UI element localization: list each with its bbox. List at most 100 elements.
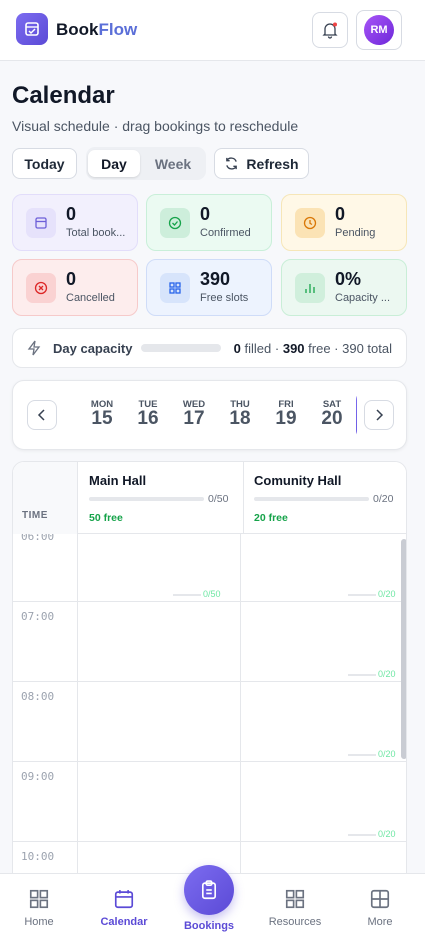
nav-label[interactable]: Resources [268,916,322,928]
today-button[interactable]: Today [12,148,77,179]
slot-bar [348,674,376,676]
refresh-icon [226,157,238,170]
capacity-text: 0 filled · 390 free · 390 total [234,341,392,356]
nav-icon [114,890,134,909]
nav-label[interactable]: Home [24,916,54,928]
view-week[interactable]: Week [154,155,192,172]
nav-icon-wrap[interactable] [369,888,391,910]
day-of-week[interactable]: WED [182,399,206,410]
stat-label: Total book... [66,227,126,239]
icon [303,216,317,230]
slot-bar [348,754,376,756]
time-label: 09:00 [21,770,55,783]
slot-usage: 0/20 [378,749,396,759]
nav-label[interactable]: More [367,916,393,928]
prev-button[interactable] [27,400,57,430]
slot-bar [173,594,201,596]
body-divider [240,534,241,890]
next-button[interactable] [364,400,394,430]
refresh-label: Refresh [246,155,299,172]
stat-card: 390 Free slots [146,259,272,316]
bolt-icon [27,340,41,356]
stat-card: 0 Pending [281,194,407,251]
nav-label[interactable]: Bookings [183,920,235,932]
prev-icon [37,409,45,421]
stat-value: 0 [66,204,77,224]
stat-value: 0 [335,204,346,224]
nav-icon [370,889,390,909]
resource-free: 20 free [254,512,288,524]
bottom-nav: Home Calendar Bookings Resources More [0,865,425,940]
stat-value: 0% [335,269,362,289]
stat-icon [160,208,190,238]
brand-b: Flow [98,20,138,39]
stat-card: 0 Confirmed [146,194,272,251]
logo[interactable] [16,13,48,45]
day-number[interactable]: 19 [275,408,297,429]
resource-usage: 0/20 [373,493,394,505]
time-label: 07:00 [21,610,55,623]
bell-icon [322,22,338,39]
resource-track [89,497,204,501]
icon [35,217,47,229]
nav-label[interactable]: Calendar [100,916,148,928]
time-header [13,462,78,534]
stat-icon [295,208,325,238]
day-number[interactable]: 18 [229,408,251,429]
stat-value: 390 [200,269,231,289]
capacity-filled-text: filled · [244,341,280,356]
day-of-week[interactable]: THU [230,399,250,410]
page-title: Calendar [12,82,115,109]
slot-bar [348,594,376,596]
brand-a: Book [56,20,99,39]
avatar: RM [364,15,394,45]
slot-usage: 0/20 [378,589,396,599]
stat-label: Free slots [200,292,249,304]
capacity-filled: 0 [233,341,241,356]
icon [168,216,182,230]
stat-label: Capacity ... [335,292,391,304]
day-of-week[interactable]: MON [90,399,114,410]
col-divider [243,462,244,534]
day-of-week[interactable]: TUE [138,399,158,410]
day-of-week[interactable]: FRI [278,399,294,410]
nav-icon-wrap[interactable] [284,888,306,910]
view-toggle: Day Week [86,147,206,180]
capacity-label: Day capacity [53,341,133,356]
stat-label: Cancelled [66,292,115,304]
resource-free: 50 free [89,512,123,524]
day-number[interactable]: 15 [91,408,113,429]
day-number[interactable]: 17 [183,408,205,429]
stat-value: 0 [200,204,211,224]
row-line [13,601,406,602]
stat-card: 0% Capacity ... [281,259,407,316]
scrollbar [401,539,406,759]
time-label: 08:00 [21,690,55,703]
day-number[interactable]: 20 [321,408,343,429]
fab[interactable] [184,865,234,915]
nav-icon-wrap[interactable] [28,888,50,910]
avatar-button[interactable]: RM [356,10,402,50]
slot-usage: 0/20 [378,829,396,839]
slot-usage: 0/50 [203,589,221,599]
time-column [13,534,78,890]
stat-icon [160,273,190,303]
next-icon [376,409,384,421]
view-day[interactable]: Day [88,150,140,177]
notifications[interactable] [312,12,348,48]
stat-label: Confirmed [200,227,251,239]
nav-icon [29,889,49,909]
slot-usage: 0/20 [378,669,396,679]
days: MON15TUE16WED17THU18FRI19SAT20SUN21 [63,381,357,449]
resource-name: Main Hall [89,473,147,488]
day-of-week[interactable]: SAT [322,399,342,410]
stat-label: Pending [335,227,376,239]
day-selected-bg[interactable] [356,391,357,439]
refresh-button[interactable]: Refresh [214,148,309,179]
stat-card: 0 Total book... [12,194,138,251]
time-header-label: TIME [22,510,48,521]
nav-icon-wrap[interactable] [113,888,135,910]
resource-track [254,497,369,501]
day-number[interactable]: 16 [137,408,159,429]
stat-icon [295,273,325,303]
